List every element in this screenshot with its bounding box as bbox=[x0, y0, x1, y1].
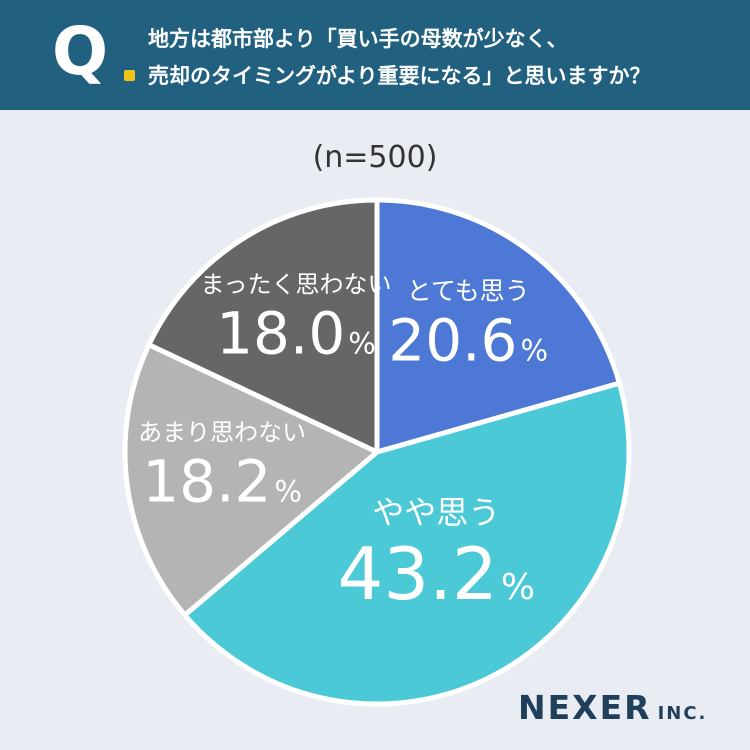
brand-suffix: INC. bbox=[657, 703, 708, 724]
q-dot bbox=[124, 70, 135, 81]
slice-totemo-omou bbox=[374, 197, 622, 455]
brand-name: NEXER bbox=[518, 688, 652, 727]
question-line-1: 地方は都市部より「買い手の母数が少なく、 bbox=[148, 27, 568, 51]
q-mark: Q bbox=[52, 13, 109, 90]
slice-mattaku-omowanai bbox=[146, 197, 380, 455]
slice-totemo-omou-value: 20.6% bbox=[388, 306, 548, 374]
slice-totemo-omou-label: とても思う bbox=[407, 276, 530, 305]
question-line-2: 売却のタイミングがより重要になる」と思いますか？ bbox=[148, 64, 651, 88]
slice-mattaku-omowanai-value: 18.0% bbox=[216, 299, 376, 367]
question-banner: Q 地方は都市部より「買い手の母数が少なく、 売却のタイミングがより重要になる」… bbox=[0, 0, 750, 110]
slice-amari-omowanai-label: あまり思わない bbox=[138, 419, 306, 447]
slice-mattaku-omowanai-label: まったく思わない bbox=[200, 270, 391, 298]
brand-logo: NEXER INC. bbox=[518, 688, 707, 727]
slice-yaya-omou-label: やや思う bbox=[372, 494, 500, 532]
slice-yaya-omou bbox=[182, 380, 632, 707]
slice-yaya-omou-value: 43.2% bbox=[338, 532, 536, 616]
slice-amari-omowanai-value: 18.2% bbox=[142, 448, 302, 516]
sample-size: (n=500) bbox=[312, 140, 438, 175]
slice-amari-omowanai bbox=[122, 342, 380, 618]
